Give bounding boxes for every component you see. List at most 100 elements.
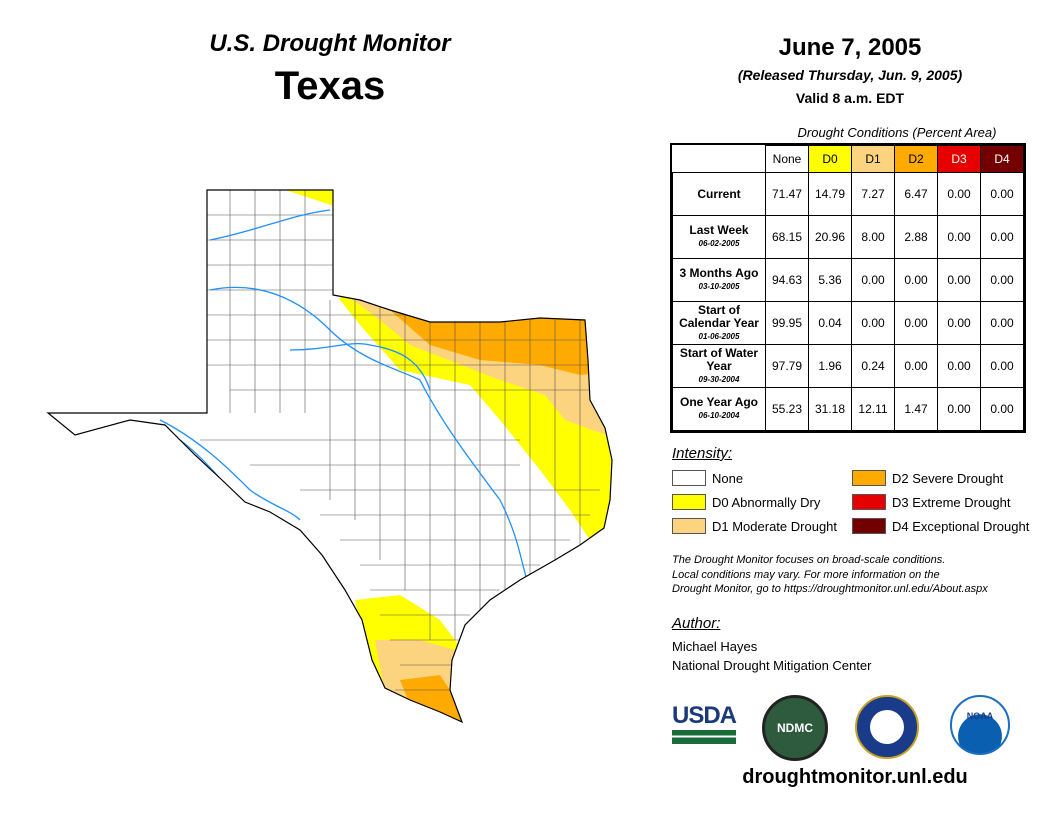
- row-label: Start of Water Year 09-30-2004: [672, 344, 766, 388]
- legend-label: D0 Abnormally Dry: [712, 494, 821, 510]
- row-label: One Year Ago 06-10-2004: [672, 387, 766, 431]
- legend-swatch: [672, 518, 706, 534]
- row-label-text: 3 Months Ago: [679, 266, 759, 280]
- table-cell: 0.00: [980, 344, 1024, 388]
- table-cell: 20.96: [808, 215, 852, 259]
- table-cell: 94.63: [765, 258, 809, 302]
- drought-conditions-table: None D0 D1 D2 D3 D4 Current 71.47 14.79 7.27 6.47…: [670, 143, 1026, 433]
- table-cell: 0.24: [851, 344, 895, 388]
- row-label: Current: [672, 172, 766, 216]
- author-info: Michael Hayes National Drought Mitigatio…: [672, 637, 871, 675]
- legend-swatch: [852, 518, 886, 534]
- table-cell: 0.00: [894, 258, 938, 302]
- table-cell: 0.00: [937, 258, 981, 302]
- table-cell: 0.04: [808, 301, 852, 345]
- legend-item: D4 Exceptional Drought: [852, 518, 1029, 534]
- row-label-text: Start of Calendar Year: [679, 302, 759, 330]
- disclaimer-note: The Drought Monitor focuses on broad-sca…: [672, 553, 988, 597]
- row-date: 03-10-2005: [698, 282, 740, 291]
- legend-label: None: [712, 470, 744, 486]
- table-cell: 0.00: [937, 344, 981, 388]
- author-org: National Drought Mitigation Center: [672, 658, 872, 673]
- row-label: Last Week 06-02-2005: [672, 215, 766, 259]
- table-cell: 8.00: [851, 215, 895, 259]
- ndmc-logo-text: NDMC: [777, 721, 813, 735]
- legend-item: None: [672, 470, 743, 486]
- table-cell: 0.00: [851, 258, 895, 302]
- row-date: 06-02-2005: [698, 239, 740, 248]
- legend-item: D3 Extreme Drought: [852, 494, 1011, 510]
- legend-item: D2 Severe Drought: [852, 470, 1003, 486]
- legend-swatch: [852, 470, 886, 486]
- release-date: (Released Thursday, Jun. 9, 2005): [737, 67, 963, 83]
- table-row: Current 71.47 14.79 7.27 6.47 0.00 0.00: [672, 172, 1024, 216]
- table-cell: 0.00: [937, 387, 981, 431]
- legend-label: D2 Severe Drought: [892, 470, 1004, 486]
- table-row: Start of Calendar Year 01-06-2005 99.95 0.0…: [672, 301, 1024, 345]
- ndmc-logo: NDMC: [762, 695, 828, 761]
- table-cell: 0.00: [980, 301, 1024, 345]
- map-date: June 7, 2005: [778, 34, 922, 61]
- table-cell: 6.47: [894, 172, 938, 216]
- texas-map: [47, 189, 613, 723]
- noaa-logo: NOAA: [950, 695, 1010, 755]
- table-cell: 0.00: [937, 301, 981, 345]
- d2-area-south: [400, 675, 470, 722]
- legend-label: D3 Extreme Drought: [892, 494, 1011, 510]
- table-cell: 7.27: [851, 172, 895, 216]
- table-row: 3 Months Ago 03-10-2005 94.63 5.36 0.00 0.00 0…: [672, 258, 1024, 302]
- table-cell: 0.00: [937, 215, 981, 259]
- map-title: U.S. Drought Monitor: [209, 30, 451, 57]
- column-header-d4: D4: [980, 145, 1024, 173]
- column-header-d2: D2: [894, 145, 938, 173]
- column-header-d3: D3: [937, 145, 981, 173]
- row-label: 3 Months Ago 03-10-2005: [672, 258, 766, 302]
- table-cell: 0.00: [980, 387, 1024, 431]
- table-cell: 31.18: [808, 387, 852, 431]
- table-cell: 0.00: [980, 258, 1024, 302]
- column-header-d0: D0: [808, 145, 852, 173]
- table-cell: 71.47: [765, 172, 809, 216]
- legend-swatch: [852, 494, 886, 510]
- legend: None D0 Abnormally Dry D1 Moderate Drought…: [672, 470, 1052, 540]
- table-cell: 0.00: [937, 172, 981, 216]
- legend-item: D1 Moderate Drought: [672, 518, 837, 534]
- author-title: Author:: [672, 615, 721, 632]
- row-date: 09-30-2004: [698, 374, 740, 384]
- row-label-text: Last Week: [689, 223, 749, 237]
- row-date: 01-06-2005: [698, 331, 740, 341]
- website-url[interactable]: droughtmonitor.unl.edu: [742, 766, 968, 788]
- author-name: Michael Hayes: [672, 639, 758, 654]
- table-cell: 0.00: [980, 172, 1024, 216]
- table-cell: 0.00: [980, 215, 1024, 259]
- table-cell: 14.79: [808, 172, 852, 216]
- table-cell: 0.00: [894, 344, 938, 388]
- legend-item: D0 Abnormally Dry: [672, 494, 820, 510]
- table-caption: Drought Conditions (Percent Area): [797, 125, 997, 140]
- table-cell: 55.23: [765, 387, 809, 431]
- county-lines: [200, 190, 600, 691]
- table-cell: 99.95: [765, 301, 809, 345]
- usda-logo: USDA: [672, 702, 737, 744]
- legend-label: D1 Moderate Drought: [712, 518, 838, 534]
- usda-logo-text: USDA: [672, 702, 737, 729]
- note-line: The Drought Monitor focuses on broad-sca…: [672, 554, 946, 566]
- noaa-logo-text: NOAA: [966, 711, 994, 721]
- table-row: One Year Ago 06-10-2004 55.23 31.18 12.11 1.4…: [672, 387, 1024, 431]
- row-label: Start of Calendar Year 01-06-2005: [672, 301, 766, 345]
- column-header-none: None: [765, 145, 809, 173]
- note-line: Local conditions may vary. For more info…: [672, 568, 940, 581]
- legend-label: D4 Exceptional Drought: [892, 518, 1030, 534]
- table-row: Last Week 06-02-2005 68.15 20.96 8.00 2.88 0.0…: [672, 215, 1024, 259]
- legend-swatch: [672, 494, 706, 510]
- region-title: Texas: [274, 64, 386, 108]
- column-header-d1: D1: [851, 145, 895, 173]
- table-cell: 97.79: [765, 344, 809, 388]
- table-cell: 2.88: [894, 215, 938, 259]
- table-cell: 0.00: [894, 301, 938, 345]
- row-label-text: Current: [697, 186, 741, 201]
- legend-title: Intensity:: [672, 445, 733, 462]
- usda-logo-bars: [672, 730, 736, 744]
- row-label-text: One Year Ago: [679, 395, 759, 409]
